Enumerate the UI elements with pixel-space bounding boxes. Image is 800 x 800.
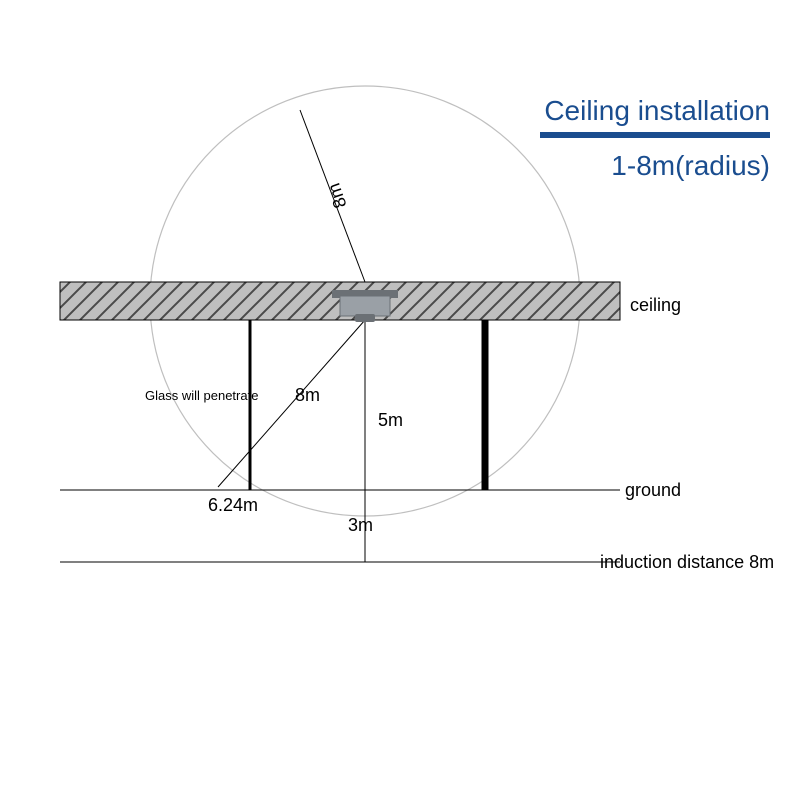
ground-624-label: 6.24m xyxy=(208,495,258,516)
induction-label: induction distance 8m xyxy=(600,552,774,573)
glass-note-label: Glass will penetrate xyxy=(145,388,258,403)
height-5m-label: 5m xyxy=(378,410,403,431)
diagram-svg xyxy=(0,0,800,800)
diagram-canvas: Ceiling installation 1-8m(radius) ceilin… xyxy=(0,0,800,800)
ground-label: ground xyxy=(625,480,681,501)
depth-3m-label: 3m xyxy=(348,515,373,536)
ceiling-label: ceiling xyxy=(630,295,681,316)
radius-lower-label: 8m xyxy=(295,385,320,406)
